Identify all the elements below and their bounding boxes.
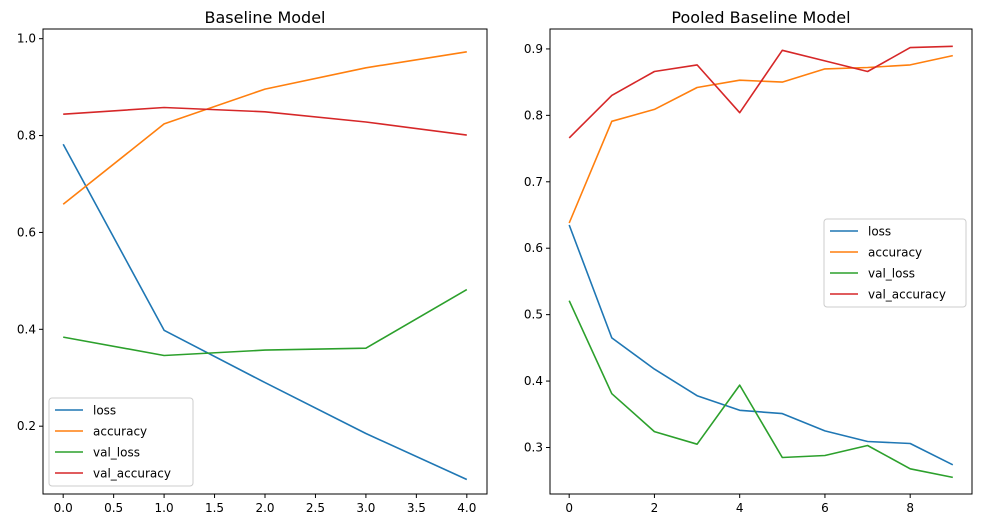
legend-label: val_accuracy xyxy=(868,288,946,302)
y-tick-label: 0.5 xyxy=(524,308,543,322)
y-tick-label: 0.2 xyxy=(17,419,36,433)
y-tick-label: 0.7 xyxy=(524,175,543,189)
legend-label: val_loss xyxy=(868,267,915,281)
chart-pooled-baseline-model: Pooled Baseline Model 0 2 4 6 8 0.3 0.4 0.5 0.6 0.… xyxy=(524,8,973,515)
x-tick-label: 0.5 xyxy=(104,501,123,515)
y-tick-label: 0.4 xyxy=(524,374,543,388)
y-tick-label: 0.8 xyxy=(17,129,36,143)
x-tick-label: 3.5 xyxy=(407,501,426,515)
y-tick-label: 1.0 xyxy=(17,32,36,46)
x-tick-label: 0.0 xyxy=(54,501,73,515)
series-line-val-loss xyxy=(63,288,468,357)
y-tick-label: 0.8 xyxy=(524,108,543,122)
series-line-loss xyxy=(62,143,468,481)
series-line-val-accuracy xyxy=(568,45,953,139)
x-tick-label: 8 xyxy=(906,501,914,515)
chart-title: Baseline Model xyxy=(205,8,326,27)
legend-label: accuracy xyxy=(93,425,147,439)
legend: loss accuracy val_loss val_accuracy xyxy=(48,397,194,487)
x-tick-label: 0 xyxy=(565,501,573,515)
y-tick-label: 0.3 xyxy=(524,441,543,455)
x-tick-label: 2 xyxy=(651,501,659,515)
x-tick-label: 6 xyxy=(821,501,829,515)
legend: loss accuracy val_loss val_accuracy xyxy=(823,218,967,308)
legend-label: loss xyxy=(868,225,891,239)
legend-box xyxy=(823,218,967,308)
legend-label: accuracy xyxy=(868,246,922,260)
x-tick-label: 4 xyxy=(736,501,744,515)
y-tick-label: 0.4 xyxy=(17,322,36,336)
axes-frame xyxy=(549,28,973,495)
x-tick-label: 3.0 xyxy=(356,501,375,515)
chart-baseline-model: Baseline Model 0.0 0.5 1.0 1.5 2.0 2.5 3.0 3.5 4.… xyxy=(17,8,488,515)
series-line-val-accuracy xyxy=(63,106,467,136)
x-tick-label: 1.5 xyxy=(205,501,224,515)
x-tick-label: 1.0 xyxy=(155,501,174,515)
series-line-val-loss xyxy=(568,300,953,479)
legend-box xyxy=(48,397,194,487)
legend-label: loss xyxy=(93,404,116,418)
legend-label: val_loss xyxy=(93,446,140,460)
x-tick-label: 2.0 xyxy=(255,501,274,515)
series-line-loss xyxy=(568,224,954,466)
legend-label: val_accuracy xyxy=(93,467,171,481)
x-tick-label: 4.0 xyxy=(457,501,476,515)
x-tick-label: 2.5 xyxy=(306,501,325,515)
y-tick-label: 0.6 xyxy=(17,225,36,239)
y-tick-label: 0.9 xyxy=(524,42,543,56)
y-tick-label: 0.6 xyxy=(524,241,543,255)
series-line-accuracy xyxy=(62,51,467,205)
chart-title: Pooled Baseline Model xyxy=(671,8,850,27)
